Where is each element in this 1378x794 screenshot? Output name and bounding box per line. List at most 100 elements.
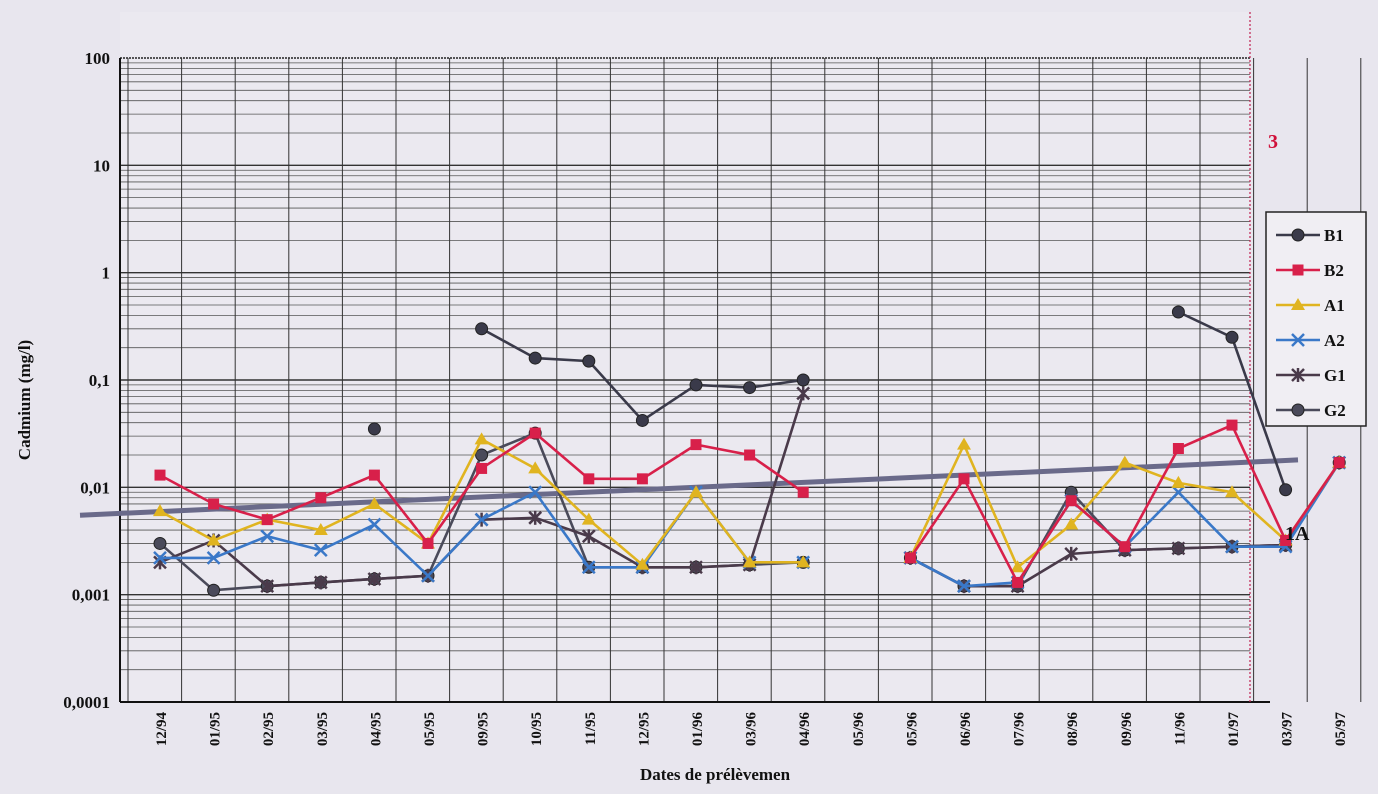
data-point: [797, 486, 809, 498]
legend-label: G1: [1324, 366, 1346, 385]
data-point: [796, 555, 811, 568]
data-point: [313, 543, 328, 558]
data-point-stroke: [528, 485, 543, 500]
legend-label: B2: [1324, 261, 1344, 280]
data-point: [528, 351, 542, 365]
y-tick-label: 10: [93, 156, 110, 175]
legend-label: A2: [1324, 331, 1345, 350]
series-b1: [367, 305, 1293, 497]
data-point: [313, 523, 328, 536]
data-point: [796, 373, 810, 387]
x-tick-label: 08/96: [1065, 712, 1081, 747]
data-point: [1119, 541, 1131, 553]
data-point: [1291, 403, 1305, 417]
data-point: [367, 571, 382, 586]
data-point: [742, 555, 757, 568]
data-point-stroke: [421, 568, 435, 583]
x-tick-label: 05/97: [1333, 712, 1349, 747]
x-tick-label: 11/96: [1172, 712, 1188, 746]
legend-box: [1265, 211, 1367, 427]
data-point: [1280, 534, 1292, 546]
data-point: [1012, 576, 1024, 588]
series-b2: [154, 419, 1345, 588]
data-point: [528, 510, 543, 525]
legend-label: B1: [1324, 226, 1344, 245]
reference-lines: [79, 457, 1299, 518]
legend-item-b2: B2: [1276, 261, 1344, 280]
data-point-stroke: [1291, 333, 1305, 347]
data-point: [1064, 517, 1079, 530]
y-tick-label: 0,001: [72, 586, 110, 605]
data-point: [529, 427, 541, 439]
legend-item-a2: A2: [1276, 331, 1345, 350]
data-point: [1333, 457, 1345, 469]
data-point: [1010, 560, 1025, 573]
data-point: [475, 322, 489, 336]
data-point: [743, 381, 757, 395]
data-point-stroke: [1225, 539, 1239, 554]
data-point: [689, 485, 703, 498]
x-tick-label: 06/96: [958, 712, 974, 747]
data-point: [581, 560, 596, 575]
data-point: [582, 354, 596, 368]
x-tick-label: 05/96: [851, 712, 867, 747]
data-point: [153, 551, 167, 565]
data-point: [1291, 333, 1305, 347]
x-tick-label: 12/95: [636, 712, 652, 746]
legend-item-g1: G1: [1276, 366, 1346, 385]
data-point-stroke: [367, 517, 382, 532]
y-tick-label: 1: [102, 264, 111, 283]
data-point: [260, 579, 275, 594]
x-tick-label: 01/97: [1226, 712, 1242, 747]
data-point: [1064, 546, 1079, 561]
data-point: [796, 386, 811, 401]
reference-line-1a: [79, 457, 1299, 518]
legend-label: A1: [1324, 296, 1345, 315]
y-axis-title: Cadmium (mg/l): [15, 340, 34, 460]
data-point: [153, 504, 167, 517]
x-tick-label: 01/96: [690, 712, 706, 747]
data-point: [315, 492, 327, 504]
data-point: [260, 529, 275, 544]
x-tick-label: 05/96: [904, 712, 920, 747]
data-point: [1065, 495, 1077, 507]
data-point-stroke: [153, 551, 167, 565]
x-tick-label: 04/96: [797, 712, 813, 747]
data-point: [1225, 485, 1239, 498]
data-point: [958, 473, 970, 485]
data-point: [904, 552, 916, 564]
data-point: [1171, 541, 1186, 556]
data-point: [1171, 485, 1186, 500]
data-point: [636, 473, 648, 485]
data-point: [583, 473, 595, 485]
grid: [119, 12, 1362, 703]
x-tick-label: 01/95: [208, 712, 224, 746]
data-point: [367, 517, 382, 532]
data-point-stroke: [474, 512, 489, 527]
ref-label-1a: 1A: [1285, 523, 1310, 545]
x-tick-label: 10/95: [529, 712, 545, 746]
x-tick-label: 12/94: [154, 712, 170, 747]
y-tick-labels: 0,0001 0,001 0,01 0,1 1 10 100: [63, 49, 110, 712]
data-point: [1225, 330, 1239, 344]
data-point: [528, 485, 543, 500]
data-point: [1172, 443, 1184, 455]
x-tick-label: 03/97: [1280, 712, 1296, 747]
data-point: [1291, 228, 1305, 242]
y-tick-label: 100: [85, 49, 111, 68]
data-point: [208, 498, 220, 510]
data-point: [690, 439, 702, 451]
data-point-stroke: [957, 579, 971, 594]
data-point: [367, 496, 382, 509]
data-point: [422, 537, 434, 549]
ref-label-3: 3: [1268, 131, 1278, 153]
series-layer: [153, 305, 1347, 597]
data-point: [207, 583, 221, 597]
data-point: [475, 448, 489, 462]
data-point: [1279, 483, 1293, 497]
data-point: [744, 449, 756, 461]
x-tick-label: 11/95: [583, 712, 599, 745]
data-point: [689, 378, 703, 392]
